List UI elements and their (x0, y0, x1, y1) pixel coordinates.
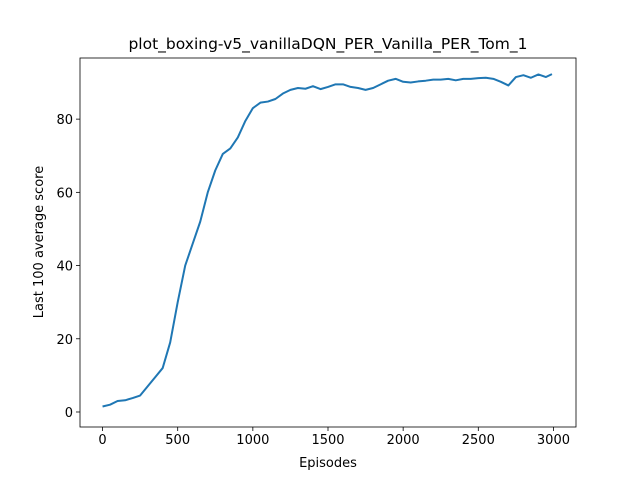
x-tick-label: 2000 (387, 433, 420, 448)
x-tick-label: 0 (98, 433, 106, 448)
y-tick-label: 60 (56, 186, 73, 201)
line (102, 73, 553, 408)
x-tick-label: 1500 (311, 433, 344, 448)
y-tick-label: 80 (56, 113, 73, 128)
x-tick-label: 500 (165, 433, 190, 448)
y-tick-label: 40 (56, 260, 73, 275)
x-tick-label: 2500 (462, 433, 495, 448)
y-tick-label: 0 (65, 406, 73, 421)
x-tick-label: 3000 (537, 433, 570, 448)
y-tick-label: 20 (56, 333, 73, 348)
x-axis-label: Episodes (299, 456, 357, 471)
y-axis-label: Last 100 average score (32, 166, 47, 318)
chart-title: plot_boxing-v5_vanillaDQN_PER_Vanilla_PE… (128, 35, 527, 54)
x-tick-label: 1000 (236, 433, 269, 448)
